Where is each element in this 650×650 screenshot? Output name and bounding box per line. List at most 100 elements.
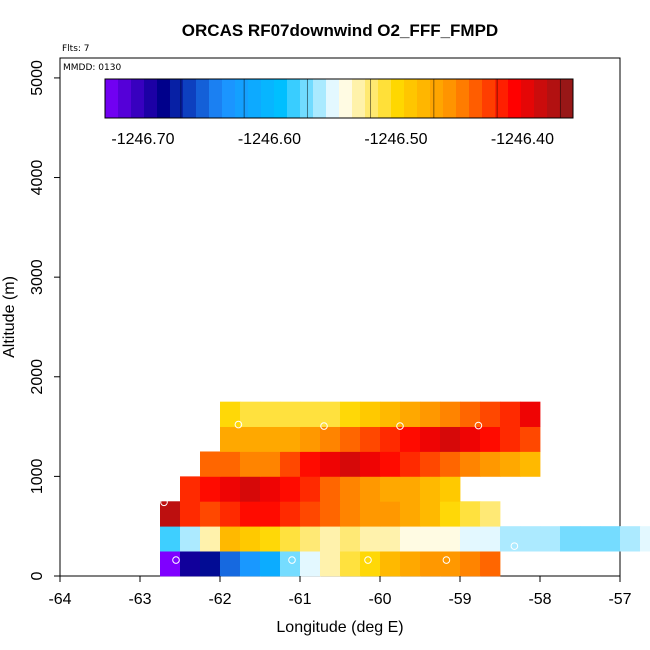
heatmap-cell <box>320 426 341 452</box>
heatmap-cell <box>160 551 181 577</box>
heatmap-cell <box>440 401 461 427</box>
heatmap-cell <box>160 526 181 552</box>
heatmap-cell <box>300 476 321 502</box>
x-tick-label: -60 <box>368 591 391 608</box>
colorbar-segment <box>222 79 236 118</box>
y-tick-label: 4000 <box>29 160 46 196</box>
colorbar-segment <box>352 79 366 118</box>
colorbar-segment <box>313 79 327 118</box>
heatmap-cell <box>400 476 421 502</box>
y-tick-label: 3000 <box>29 259 46 295</box>
colorbar-segment <box>300 79 314 118</box>
heatmap-cell <box>620 526 641 552</box>
x-tick-label: -64 <box>48 591 71 608</box>
chart-title: ORCAS RF07downwind O2_FFF_FMPD <box>182 21 498 40</box>
sample-marker <box>288 556 296 564</box>
heatmap-cell <box>260 451 281 477</box>
heatmap-cell <box>520 451 541 477</box>
heatmap-cell <box>420 476 441 502</box>
heatmap-cell <box>400 401 421 427</box>
heatmap-cell <box>260 426 281 452</box>
colorbar-segment <box>378 79 392 118</box>
heatmap-cell <box>440 501 461 527</box>
heatmap-cell <box>360 526 381 552</box>
heatmap-cell <box>380 426 401 452</box>
heatmap-cell <box>440 526 461 552</box>
heatmap-cell <box>240 476 261 502</box>
x-tick-label: -61 <box>288 591 311 608</box>
colorbar-segment <box>417 79 431 118</box>
sample-markers <box>160 420 519 564</box>
x-tick-label: -62 <box>208 591 231 608</box>
colorbar-segment <box>508 79 522 118</box>
colorbar-segment <box>404 79 418 118</box>
heatmap-cell <box>420 501 441 527</box>
heatmap-cell <box>320 526 341 552</box>
heatmap-cell <box>220 401 241 427</box>
heatmap-cell <box>460 451 481 477</box>
heatmap-cell <box>320 476 341 502</box>
colorbar-segment <box>547 79 561 118</box>
heatmap-cell <box>360 451 381 477</box>
heatmap-cell <box>160 501 181 527</box>
heatmap-cell <box>360 426 381 452</box>
colorbar-segment <box>456 79 470 118</box>
colorbar-segment <box>560 79 574 118</box>
heatmap-cell <box>360 476 381 502</box>
colorbar-segment <box>365 79 379 118</box>
heatmap-cell <box>400 526 421 552</box>
heatmap-cell <box>200 501 221 527</box>
heatmap-cell <box>440 476 461 502</box>
colorbar-segment <box>287 79 301 118</box>
colorbar-segment <box>183 79 197 118</box>
heatmap-cell <box>460 501 481 527</box>
date-annotation: MMDD: 0130 <box>63 63 121 73</box>
heatmap-cell <box>440 426 461 452</box>
heatmap-cell <box>300 451 321 477</box>
heatmap-cell <box>320 451 341 477</box>
sample-marker <box>172 556 180 564</box>
y-axis-label: Altitude (m) <box>1 276 18 358</box>
heatmap-cell <box>280 451 301 477</box>
heatmap-cell <box>520 426 541 452</box>
heatmap-cell <box>640 526 650 552</box>
heatmap-cell <box>380 501 401 527</box>
heatmap-cell <box>480 501 501 527</box>
heatmap-cell <box>180 476 201 502</box>
colorbar: -1246.70 -1246.60 -1246.50 -1246.40 <box>104 78 574 148</box>
heatmap-cell <box>240 526 261 552</box>
heatmap-cell <box>480 401 501 427</box>
heatmap-cell <box>420 551 441 577</box>
heatmap-cell <box>340 551 361 577</box>
sample-marker <box>396 422 404 430</box>
heatmap-cell <box>220 426 241 452</box>
colorbar-segment <box>482 79 496 118</box>
heatmap-cell <box>380 451 401 477</box>
heatmap-cell <box>400 426 421 452</box>
heatmap-cell <box>400 451 421 477</box>
y-tick-label: 5000 <box>29 60 46 96</box>
sample-marker <box>160 498 168 507</box>
colorbar-segment <box>274 79 288 118</box>
sample-marker <box>364 556 372 564</box>
heatmap-cell <box>480 426 501 452</box>
heatmap-cell <box>280 526 301 552</box>
heatmap-cell <box>480 551 501 577</box>
x-tick-label: -57 <box>608 591 631 608</box>
heatmap-cell <box>520 401 541 427</box>
heatmap-cell <box>600 526 621 552</box>
x-tick-label: -59 <box>448 591 471 608</box>
heatmap-cell <box>280 426 301 452</box>
heatmap-cell <box>280 476 301 502</box>
heatmap-cell <box>200 476 221 502</box>
colorbar-segment <box>131 79 145 118</box>
heatmap-cell <box>460 401 481 427</box>
heatmap-cell <box>500 451 521 477</box>
heatmap-cell <box>340 451 361 477</box>
heatmap-cell <box>420 526 441 552</box>
heatmap-cell <box>180 551 201 577</box>
x-tick-label: -58 <box>528 591 551 608</box>
colorbar-tick-label: -1246.40 <box>491 131 554 148</box>
colorbar-segment <box>196 79 210 118</box>
